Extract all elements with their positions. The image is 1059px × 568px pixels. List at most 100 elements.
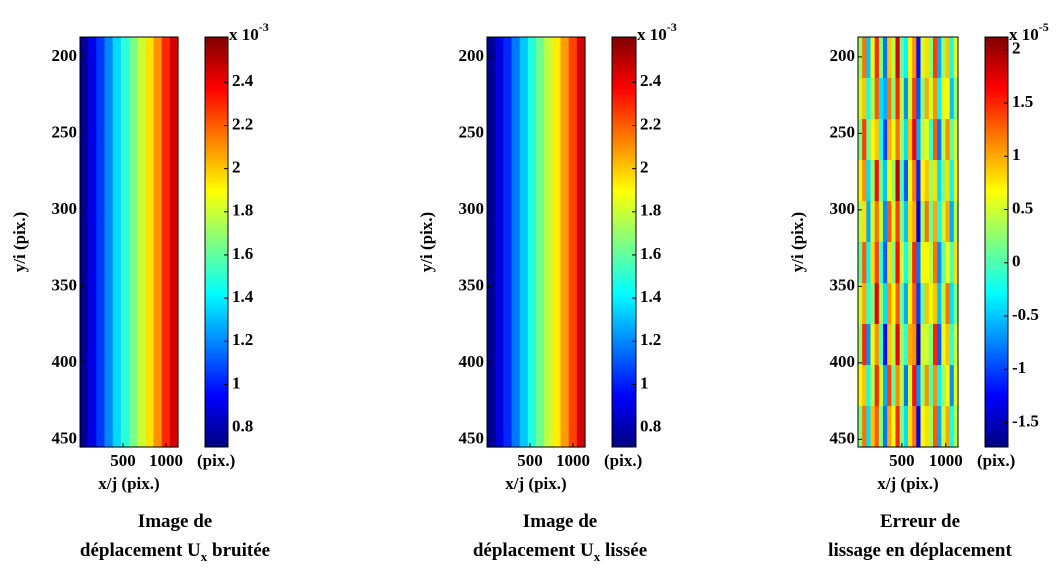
heatmap-cell xyxy=(568,37,578,448)
heatmap-cell xyxy=(899,283,905,325)
colorbar-tick-label: 2 xyxy=(640,158,649,177)
heatmap-cell xyxy=(895,201,901,243)
heatmap-cell xyxy=(874,283,880,325)
heatmap-cell xyxy=(903,201,909,243)
heatmap-cell xyxy=(169,37,179,448)
x-tick-label: 1000 xyxy=(929,451,963,470)
heatmap-cell xyxy=(953,78,959,120)
heatmap-cell xyxy=(874,78,880,120)
colorbar-tick-label: 2.2 xyxy=(232,114,253,133)
heatmap-cell xyxy=(903,242,909,284)
heatmap-cell xyxy=(903,406,909,448)
heatmap-cell xyxy=(912,242,917,284)
y-axis-label: y/i (pix.) xyxy=(788,212,807,272)
caption-line-1: Image de xyxy=(523,511,597,532)
heatmap-cell xyxy=(933,201,938,243)
colorbar-tick-label: 0.8 xyxy=(640,416,661,435)
y-tick-label: 200 xyxy=(459,46,485,65)
colorbar-tick-label: 2 xyxy=(1012,39,1021,58)
plot-frame xyxy=(486,36,586,448)
heatmap-cell xyxy=(862,365,867,407)
heatmap-cell xyxy=(945,160,951,202)
heatmap-cell xyxy=(928,365,934,407)
heatmap-cell xyxy=(933,283,938,325)
heatmap-cell xyxy=(928,406,934,448)
heatmap-cell xyxy=(870,37,876,79)
heatmap-cell xyxy=(949,283,955,325)
heatmap-cell xyxy=(916,242,922,284)
heatmap-cell xyxy=(878,201,884,243)
heatmap-cell xyxy=(945,365,951,407)
colorbar xyxy=(204,36,229,448)
heatmap-cell xyxy=(870,119,876,161)
heatmap-cell xyxy=(899,242,905,284)
y-tick-label: 350 xyxy=(52,275,78,294)
heatmap-cell xyxy=(924,78,930,120)
heatmap-cell xyxy=(120,37,130,448)
heatmap-cell xyxy=(883,78,888,120)
heatmap-cell xyxy=(511,37,521,448)
heatmap-cell xyxy=(866,406,872,448)
heatmap-cell xyxy=(937,119,942,161)
heatmap-cell xyxy=(928,78,934,120)
heatmap-cell xyxy=(937,78,942,120)
heatmap-cell xyxy=(874,406,880,448)
heatmap-cell xyxy=(949,78,955,120)
heatmap-cell xyxy=(878,324,884,366)
heatmap-cell xyxy=(887,242,892,284)
heatmap-cell xyxy=(908,201,913,243)
colorbar-unit: (pix.) xyxy=(977,451,1015,470)
heatmap-cell xyxy=(941,283,947,325)
heatmap-cell xyxy=(891,160,897,202)
heatmap-cell xyxy=(928,324,934,366)
heatmap-cell xyxy=(945,37,951,79)
heatmap-cell xyxy=(895,37,901,79)
heatmap-cell xyxy=(874,365,880,407)
heatmap-cell xyxy=(887,365,892,407)
heatmap-cell xyxy=(937,283,942,325)
heatmap-cell xyxy=(899,365,905,407)
heatmap-cell xyxy=(883,242,888,284)
heatmap-cell xyxy=(916,160,922,202)
colorbar-tick-label: 2.4 xyxy=(640,71,662,90)
heatmap-cell xyxy=(895,406,901,448)
heatmap-cell xyxy=(891,324,897,366)
heatmap-cell xyxy=(887,201,892,243)
heatmap-cell xyxy=(941,201,947,243)
heatmap-cell xyxy=(933,242,938,284)
heatmap-cell xyxy=(858,324,863,366)
heatmap-cell xyxy=(903,283,909,325)
heatmap-cell xyxy=(920,160,926,202)
heatmap-cell xyxy=(878,119,884,161)
colorbar-tick-label: 2 xyxy=(232,158,241,177)
heatmap-cell xyxy=(920,201,926,243)
caption-line-2: déplacement Ux lissée xyxy=(473,540,647,563)
heatmap-cell xyxy=(920,406,926,448)
heatmap-cell xyxy=(862,37,867,79)
multiplier-exponent: -3 xyxy=(259,20,269,34)
heatmap-cell xyxy=(883,201,888,243)
heatmap-cell xyxy=(552,37,562,448)
heatmap-cell xyxy=(945,324,951,366)
x-tick-label: 1000 xyxy=(149,451,183,470)
colorbar-tick-label: 2.2 xyxy=(640,114,661,133)
heatmap-cell xyxy=(937,365,942,407)
colorbar-tick-label: 1 xyxy=(640,373,649,392)
heatmap-cell xyxy=(924,160,930,202)
heatmap-cell xyxy=(908,324,913,366)
heatmap-cell xyxy=(887,37,892,79)
heatmap-cell xyxy=(519,37,529,448)
colorbar-multiplier: x 10-3 xyxy=(229,20,269,44)
heatmap-cell xyxy=(953,406,959,448)
y-tick-label: 250 xyxy=(459,122,485,141)
heatmap-cell xyxy=(920,242,926,284)
colorbar-tick-label: 1 xyxy=(232,373,241,392)
heatmap-cell xyxy=(487,37,496,448)
heatmap-cell xyxy=(916,283,922,325)
heatmap-cell xyxy=(883,324,888,366)
heatmap-cell xyxy=(949,406,955,448)
heatmap-cell xyxy=(883,37,888,79)
heatmap-cell xyxy=(941,324,947,366)
heatmap-cell xyxy=(945,283,951,325)
heatmap-cell xyxy=(945,78,951,120)
